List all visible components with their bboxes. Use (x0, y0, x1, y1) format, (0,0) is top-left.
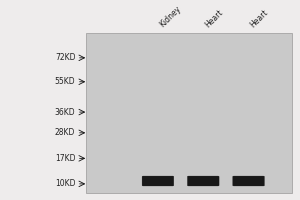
FancyBboxPatch shape (233, 176, 264, 186)
Text: 36KD: 36KD (55, 108, 75, 117)
Bar (86, 33, 292, 193)
Text: Heart: Heart (203, 8, 225, 29)
Text: 72KD: 72KD (55, 53, 75, 62)
Text: 55KD: 55KD (55, 77, 75, 86)
Text: Heart: Heart (249, 8, 270, 29)
FancyBboxPatch shape (188, 176, 219, 186)
Text: 17KD: 17KD (55, 154, 75, 163)
Text: 10KD: 10KD (55, 179, 75, 188)
Text: Kidney: Kidney (158, 4, 183, 29)
Text: 28KD: 28KD (55, 128, 75, 137)
FancyBboxPatch shape (142, 176, 174, 186)
